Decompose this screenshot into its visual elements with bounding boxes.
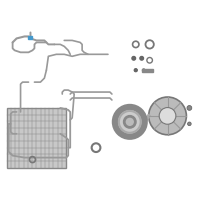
Bar	[7, 108, 66, 168]
Bar	[28, 36, 32, 39]
Circle shape	[149, 97, 186, 135]
Circle shape	[135, 69, 137, 71]
Circle shape	[187, 106, 192, 110]
Circle shape	[141, 57, 143, 59]
Bar	[142, 69, 153, 72]
Circle shape	[159, 108, 176, 124]
Circle shape	[143, 69, 145, 71]
Circle shape	[125, 117, 135, 127]
Circle shape	[115, 107, 144, 136]
Circle shape	[133, 57, 135, 59]
Circle shape	[188, 122, 191, 126]
